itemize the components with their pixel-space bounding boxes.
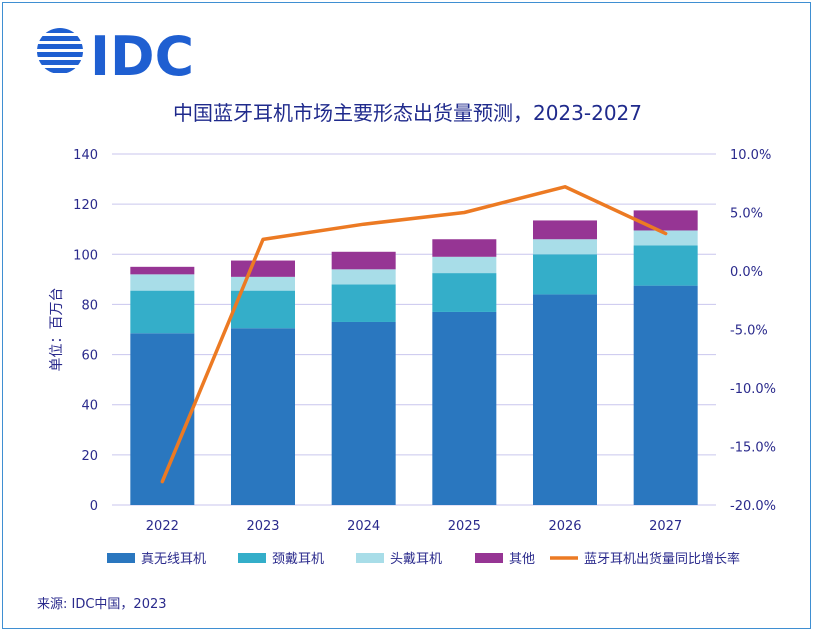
y-tick-label: 20 (81, 449, 98, 464)
bar-segment-2 (231, 290, 295, 329)
y2-tick-label: -5.0% (730, 324, 768, 339)
bar-segment-1 (231, 328, 295, 505)
y-axis-label: 单位：百万台 (49, 288, 65, 372)
bar-segment-3 (533, 239, 597, 255)
y-tick-label: 120 (73, 198, 98, 213)
y-tick-label: 0 (90, 499, 98, 514)
legend-label: 真无线耳机 (141, 552, 206, 567)
y2-tick-label: -15.0% (730, 441, 776, 456)
x-tick-label: 2024 (347, 519, 380, 534)
bar-segment-3 (231, 276, 295, 291)
growth-rate-line (160, 185, 668, 484)
y-tick-label: 60 (81, 349, 98, 364)
bar-segment-2 (533, 254, 597, 295)
bar-segment-2 (633, 245, 698, 286)
x-tick-label: 2025 (448, 519, 481, 534)
x-tick-label: 2022 (146, 519, 179, 534)
legend-swatch (356, 553, 384, 563)
y2-tick-label: -20.0% (730, 499, 776, 514)
y-tick-label: 80 (81, 298, 98, 313)
bar-segment-2 (130, 290, 195, 334)
bar-segment-3 (432, 256, 497, 274)
legend-label: 颈戴耳机 (272, 552, 324, 567)
legend-label: 其他 (509, 552, 535, 567)
bar-segment-1 (633, 285, 698, 505)
bar-segment-3 (130, 274, 195, 291)
legend-swatch (107, 553, 135, 563)
bar-segment-1 (432, 311, 497, 505)
legend-label: 头戴耳机 (390, 552, 442, 567)
bar-segment-3 (633, 230, 698, 246)
logo-text: IDC (90, 25, 194, 82)
y2-tick-label: 0.0% (730, 265, 763, 280)
bar-segment-4 (130, 266, 195, 275)
legend-swatch (475, 553, 503, 563)
y-tick-label: 140 (73, 148, 98, 163)
bar-segment-1 (331, 321, 396, 505)
bar-segment-2 (331, 284, 396, 322)
legend-swatch (238, 553, 266, 563)
legend-label: 蓝牙耳机出货量同比增长率 (584, 551, 740, 567)
bar-segment-4 (432, 239, 497, 257)
bar-segment-4 (331, 251, 396, 270)
source-note: 来源: IDC中国，2023 (37, 597, 167, 612)
x-tick-label: 2026 (548, 519, 581, 534)
x-tick-label: 2023 (246, 519, 279, 534)
bar-segment-1 (533, 294, 597, 505)
chart-title: 中国蓝牙耳机市场主要形态出货量预测，2023-2027 (172, 101, 642, 125)
y2-tick-label: -10.0% (730, 382, 776, 397)
bar-segment-2 (432, 273, 497, 312)
bar-segment-3 (331, 269, 396, 285)
y-tick-label: 100 (73, 248, 98, 263)
y-tick-label: 40 (81, 399, 98, 414)
bar-segment-4 (633, 210, 698, 231)
bar-segment-4 (231, 260, 295, 277)
bar-segment-1 (130, 333, 195, 505)
idc-logo: IDC (37, 25, 194, 82)
y2-tick-label: 10.0% (730, 148, 771, 163)
x-tick-label: 2027 (649, 519, 682, 534)
bar-segment-4 (533, 220, 597, 240)
y2-tick-label: 5.0% (730, 207, 763, 222)
